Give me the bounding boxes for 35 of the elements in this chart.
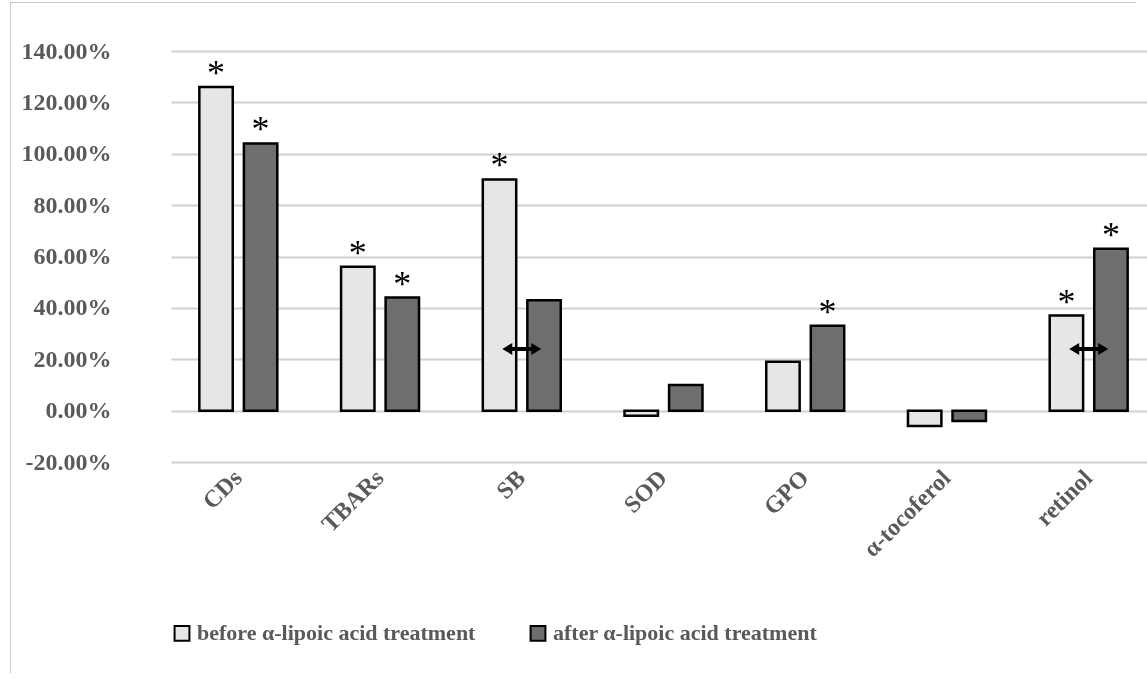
data-label: * [251, 109, 270, 150]
data-label: * [348, 232, 367, 273]
y-tick-label: -20.00% [25, 448, 112, 475]
bar [242, 142, 279, 412]
x-tick-label: CDs [197, 464, 247, 515]
y-tick-label: 140.00% [21, 37, 112, 64]
bar [526, 298, 562, 412]
y-tick-label: 80.00% [33, 191, 112, 218]
data-label: * [1101, 214, 1120, 255]
data-label: * [818, 291, 837, 332]
bar [667, 383, 704, 412]
y-tick-label: 0.00% [45, 397, 112, 424]
data-label: * [490, 145, 509, 186]
legend-label: before α-lipoic acid treatment [197, 620, 477, 646]
y-tick-label: 20.00% [33, 345, 112, 372]
bar [951, 409, 988, 423]
x-tick-label: SB [491, 464, 531, 504]
bar [481, 178, 518, 412]
bar [1093, 247, 1129, 412]
y-tick-label: 100.00% [21, 140, 112, 167]
bar [384, 296, 421, 412]
legend-label: after α-lipoic acid treatment [553, 620, 818, 646]
y-tick-label: 40.00% [33, 294, 112, 321]
y-tick-label: 60.00% [33, 243, 112, 269]
data-label: * [393, 263, 412, 304]
bar [339, 265, 376, 412]
data-label: * [207, 52, 226, 93]
bar [906, 409, 943, 428]
y-tick-label: 120.00% [21, 88, 112, 115]
bar [765, 360, 801, 412]
bar [1048, 314, 1085, 412]
bar [198, 85, 234, 412]
bar [809, 324, 846, 412]
data-label: * [1057, 281, 1076, 322]
bar [623, 409, 660, 418]
